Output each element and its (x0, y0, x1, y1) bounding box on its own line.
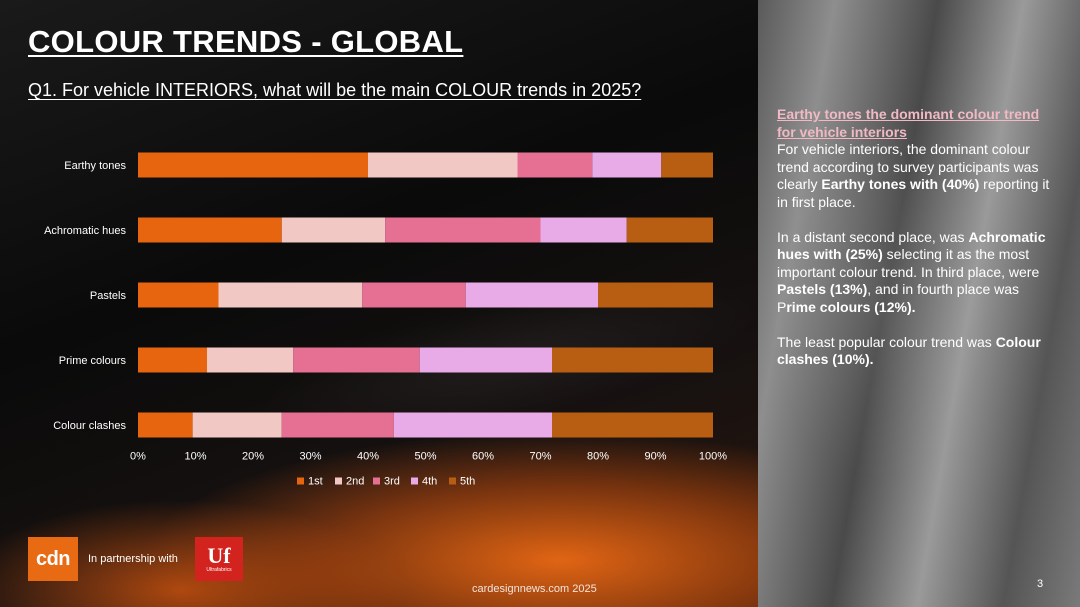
bar-segment-2nd (192, 412, 282, 438)
commentary-bold: Pastels (13%) (777, 281, 868, 297)
x-tick-label: 0% (130, 451, 146, 463)
bar-segment-2nd (281, 217, 386, 243)
footer-site: cardesignnews.com 2025 (472, 583, 597, 595)
x-tick-label: 50% (414, 451, 436, 463)
bar-segment-3rd (293, 347, 420, 373)
x-tick-label: 90% (644, 451, 666, 463)
bar-segment-4th (540, 217, 627, 243)
bar-segment-3rd (517, 152, 593, 178)
legend-label: 3rd (384, 476, 400, 488)
legend-swatch-4th (411, 477, 418, 485)
commentary-text: In a distant second place, was (777, 228, 969, 245)
x-tick-label: 70% (529, 451, 551, 463)
bar-segment-4th (465, 282, 598, 308)
bar-segment-1st (138, 152, 368, 178)
legend-label: 4th (422, 476, 437, 488)
category-label: Earthy tones (64, 160, 126, 172)
commentary-bold: rime colours (12%). (786, 298, 916, 315)
bar-segment-5th (626, 217, 713, 243)
x-tick-label: 60% (472, 451, 494, 463)
x-tick-label: 30% (299, 451, 321, 463)
commentary-text: The least popular colour trend was (777, 333, 996, 350)
legend-swatch-2nd (335, 477, 342, 485)
bar-segment-4th (592, 152, 662, 178)
bar-segment-3rd (281, 412, 394, 438)
cdn-logo: cdn (28, 537, 78, 581)
commentary-text: For vehicle interiors, the dominant colo… (777, 141, 1039, 192)
legend-swatch-5th (449, 477, 456, 485)
commentary-bold: Achromatic hues with (25%) (777, 228, 1046, 263)
uf-logo-subtext: Ultrafabrics (206, 566, 232, 573)
legend-label: 5th (460, 476, 475, 488)
x-tick-label: 40% (357, 451, 379, 463)
commentary-paragraph-2: In a distant second place, was Achromati… (777, 229, 1057, 317)
x-tick-label: 80% (587, 451, 609, 463)
commentary-text: selecting it as the most important colou… (777, 246, 1040, 280)
bar-segment-5th (552, 412, 713, 438)
legend-label: 1st (308, 476, 323, 488)
partnership-text: In partnership with (88, 553, 178, 565)
bar-segment-1st (138, 347, 207, 373)
survey-question: Q1. For vehicle INTERIORS, what will be … (28, 80, 642, 100)
category-label: Pastels (90, 290, 127, 302)
bar-segment-4th (393, 412, 552, 438)
bar-segment-1st (138, 217, 282, 243)
bar-segment-1st (138, 282, 219, 308)
category-label: Colour clashes (53, 420, 126, 432)
commentary-text: , and in fourth place was P (777, 281, 1020, 315)
commentary-paragraph-1: Earthy tones the dominant colour trend f… (777, 106, 1057, 211)
bar-segment-4th (419, 347, 552, 373)
commentary-bold: Colour clashes (10%). (777, 333, 1041, 368)
commentary-heading: Earthy tones the dominant colour trend f… (777, 106, 1040, 140)
uf-logo-mark: Uf (207, 542, 231, 568)
bar-segment-5th (552, 347, 713, 373)
page-number: 3 (1037, 578, 1044, 590)
page-title: COLOUR TRENDS - GLOBAL (28, 24, 464, 59)
bar-segment-5th (598, 282, 713, 308)
commentary-panel: Earthy tones the dominant colour trend f… (777, 106, 1057, 386)
bar-segment-3rd (362, 282, 466, 308)
legend-swatch-1st (297, 477, 304, 485)
bar-segment-1st (138, 412, 193, 438)
side-panel-background (758, 0, 1080, 607)
x-tick-label: 100% (699, 451, 727, 463)
category-label: Prime colours (59, 355, 127, 367)
commentary-bold: Earthy tones with (40%) (821, 176, 980, 192)
bar-segment-3rd (385, 217, 541, 243)
commentary-paragraph-3: The least popular colour trend was Colou… (777, 334, 1057, 369)
legend-swatch-3rd (373, 477, 380, 485)
bar-segment-5th (661, 152, 713, 178)
x-tick-label: 20% (242, 451, 264, 463)
stacked-bar-chart: Earthy tones Achromatic hues Pastels Prime … (44, 152, 727, 488)
ultrafabrics-logo: Uf Ultrafabrics (195, 537, 243, 581)
bar-segment-2nd (368, 152, 518, 178)
commentary-text: reporting it in first place. (777, 176, 1050, 210)
x-tick-label: 10% (184, 451, 206, 463)
bar-segment-2nd (218, 282, 363, 308)
category-label: Achromatic hues (44, 225, 126, 237)
legend-label: 2nd (346, 476, 364, 488)
bar-segment-2nd (207, 347, 294, 373)
